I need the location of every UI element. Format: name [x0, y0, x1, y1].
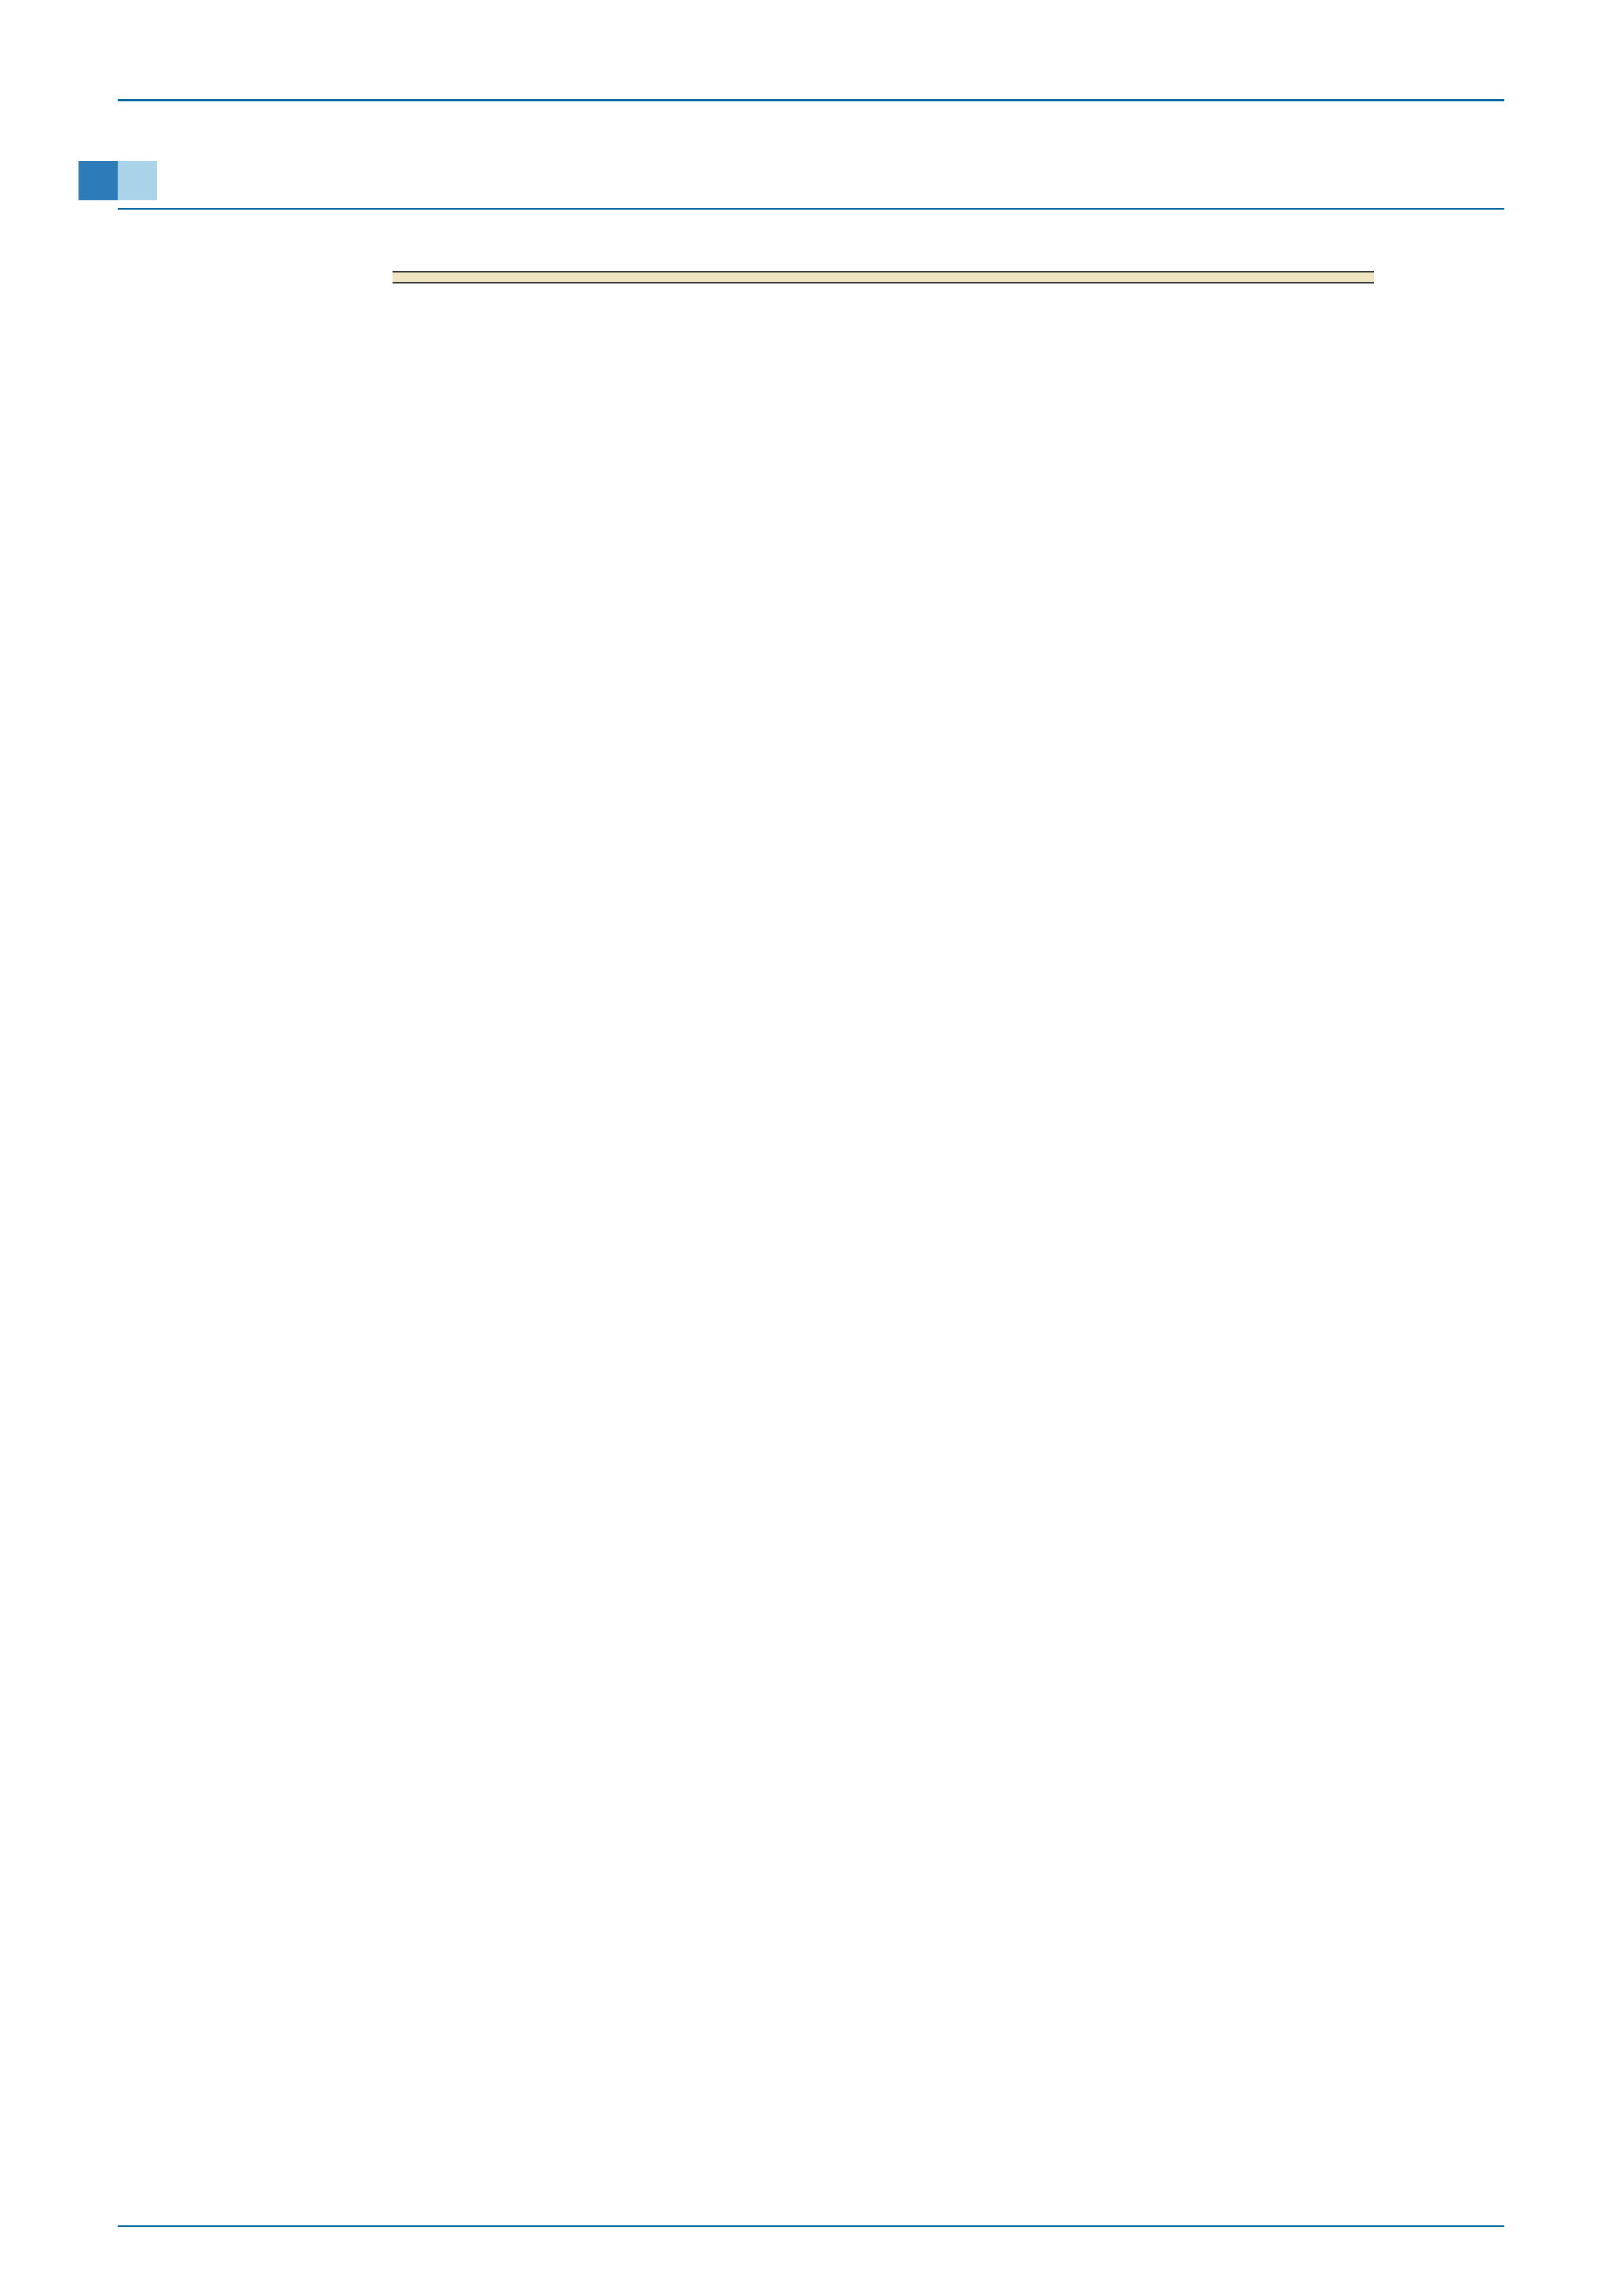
page-footer [118, 2222, 1504, 2233]
table-caption [393, 241, 1374, 266]
section-heading [118, 202, 1504, 210]
col-outline [942, 272, 1178, 282]
table-column-headers [393, 271, 1374, 283]
col-description [534, 272, 942, 282]
pinning-table [393, 241, 1374, 283]
col-pin [393, 272, 534, 282]
col-symbol [1178, 272, 1374, 282]
masthead [118, 94, 1504, 101]
brand-corner-blocks [79, 161, 157, 200]
